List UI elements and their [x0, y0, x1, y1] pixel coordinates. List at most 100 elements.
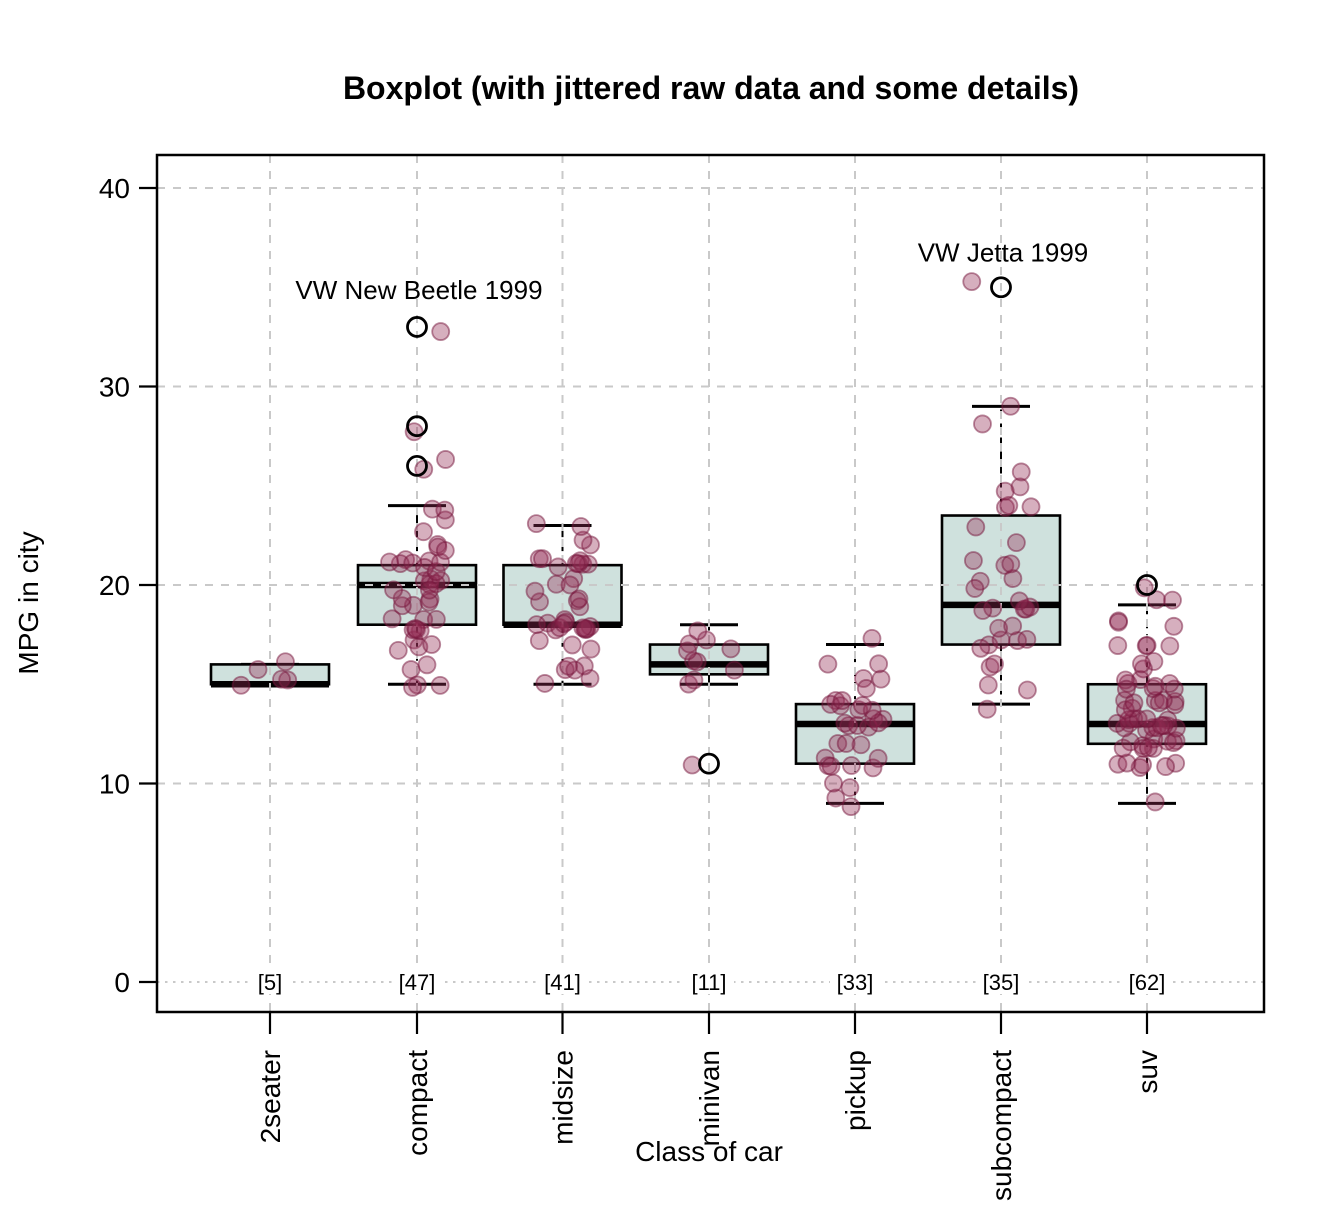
jitter-point-subcompact [1006, 533, 1026, 553]
jitter-point-subcompact [973, 601, 993, 620]
y-tick-label-30: 30 [99, 372, 130, 403]
axes-layer: 0 10 20 30 40 2seater compact midsize minivan pic… [99, 153, 1266, 1201]
jitter-point-compact [420, 580, 439, 600]
labels-layer: [5] [47] [41] [11] [33] [35] [62] VW New Beetle… [250, 237, 1172, 995]
jitter-point-pickup [836, 734, 856, 753]
jitter-point-subcompact [1011, 462, 1031, 482]
jitter-point-subcompact [995, 481, 1015, 501]
y-tick-label-40: 40 [99, 173, 130, 204]
outlier-compact-26 [406, 454, 428, 477]
count-label-bg-2seater [250, 970, 290, 994]
jitter-point-suv [1108, 636, 1128, 655]
jitter-point-suv [1145, 676, 1165, 696]
outlier-subcompact-35 [990, 276, 1012, 299]
jitter-point-compact [426, 562, 446, 582]
jitter-point-minivan [678, 641, 697, 661]
jitter-point-midsize [573, 618, 593, 638]
jitter-point-suv [1109, 612, 1128, 632]
jitter-point-suv [1147, 590, 1166, 610]
jitter-point-compact [435, 541, 455, 560]
count-label-bg-subcompact [976, 970, 1026, 994]
x-tick-label-compact: compact [402, 1050, 433, 1156]
outlier-compact-28 [406, 415, 428, 438]
jitter-point-midsize [533, 549, 552, 569]
jitter-point-pickup [832, 691, 852, 710]
jitter-point-midsize [573, 530, 593, 550]
jitter-point-midsize [560, 575, 580, 595]
jitter-point-compact [436, 450, 455, 469]
jitter-points-layer [231, 272, 1186, 817]
jitter-point-midsize [566, 553, 586, 573]
jitter-point-pickup [842, 756, 861, 775]
jitter-point-pickup [818, 654, 838, 674]
jitter-point-subcompact [1009, 591, 1029, 611]
x-tick-label-subcompact: subcompact [986, 1050, 1017, 1201]
jitter-point-suv [1117, 753, 1137, 773]
jitter-point-suv [1137, 709, 1157, 729]
jitter-point-compact [401, 660, 421, 679]
jitter-point-midsize [559, 656, 578, 676]
jitter-point-pickup [871, 669, 891, 689]
count-label-2seater: [5] [258, 970, 282, 995]
jitter-point-midsize [548, 557, 568, 577]
count-label-minivan: [11] [691, 970, 726, 995]
jitter-point-compact [435, 500, 455, 520]
jitter-point-2seater [278, 670, 298, 690]
jitter-point-compact [422, 635, 442, 654]
jitter-point-midsize [526, 514, 546, 534]
jitter-point-compact [392, 596, 412, 616]
count-label-compact: [47] [399, 970, 436, 995]
jitter-point-minivan [721, 639, 741, 659]
jitter-point-compact [430, 675, 450, 695]
jitter-point-suv [1160, 674, 1180, 693]
jitter-point-subcompact [964, 551, 983, 570]
jitter-point-midsize [571, 517, 591, 536]
y-tick-label-10: 10 [99, 769, 130, 800]
jitter-point-pickup [863, 758, 883, 778]
jitter-point-subcompact [962, 272, 982, 292]
outlier-compact-33 [406, 316, 428, 338]
count-label-bg-midsize [537, 970, 588, 994]
jitter-point-suv [1156, 757, 1176, 776]
count-label-pickup: [33] [837, 970, 874, 995]
jitter-point-midsize [581, 639, 601, 659]
jitter-point-midsize [569, 589, 589, 609]
jitter-point-suv [1164, 733, 1183, 752]
plot-frame [155, 153, 1266, 1014]
jitter-point-compact [388, 640, 408, 660]
jitter-point-suv [1113, 738, 1133, 758]
outlier-suv-20 [1136, 574, 1158, 596]
jitter-point-compact [426, 609, 446, 629]
annotation-vw-new-beetle-1999: VW New Beetle 1999 [295, 275, 542, 305]
jitter-point-compact [431, 322, 451, 341]
jitter-point-pickup [821, 756, 841, 776]
jitter-point-subcompact [1001, 396, 1020, 416]
y-tick-label-20: 20 [99, 570, 130, 601]
jitter-point-suv [1116, 679, 1136, 699]
jitter-point-suv [1163, 590, 1182, 610]
jitter-point-subcompact [1003, 616, 1023, 636]
x-axis-title: Class of car [635, 1136, 783, 1167]
count-label-bg-minivan [684, 970, 734, 994]
jitter-point-midsize [562, 635, 582, 655]
jitter-point-compact [417, 655, 437, 675]
jitter-point-suv [1132, 654, 1151, 674]
count-label-suv: [62] [1129, 970, 1166, 995]
annotation-vw-jetta-1999: VW Jetta 1999 [918, 237, 1089, 267]
x-tick-label-pickup: pickup [840, 1050, 871, 1131]
jitter-point-midsize [527, 615, 547, 635]
jitter-point-pickup [840, 778, 860, 798]
jitter-point-pickup [869, 654, 889, 674]
jitter-point-compact [403, 677, 422, 697]
jitter-point-pickup [856, 679, 876, 698]
y-tick-label-0: 0 [114, 967, 130, 998]
jitter-point-midsize [529, 631, 549, 651]
jitter-point-subcompact [971, 638, 991, 658]
jitter-point-pickup [851, 735, 871, 755]
jitter-point-midsize [530, 592, 549, 612]
x-tick-label-midsize: midsize [548, 1050, 579, 1145]
jitter-point-compact [407, 620, 426, 639]
count-label-midsize: [41] [544, 970, 581, 995]
jitter-point-subcompact [985, 654, 1004, 674]
